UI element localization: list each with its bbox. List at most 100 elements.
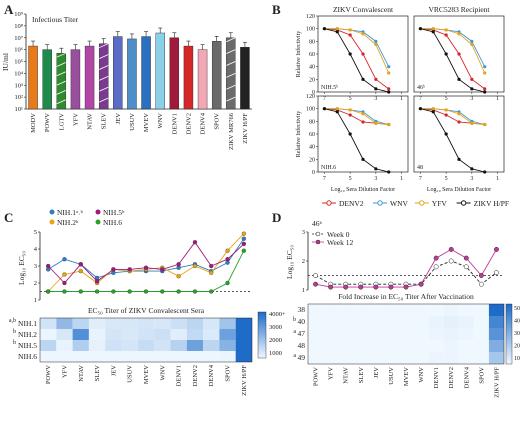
c-heat-cell (203, 318, 220, 329)
c-heat-col-label: SPOV (225, 365, 232, 382)
c-point (160, 267, 165, 272)
d-point (478, 281, 484, 287)
c-point (241, 231, 246, 236)
b-subtag: 46ᵇ (417, 85, 425, 91)
c-heat-row-label: NIH.6 (18, 352, 37, 361)
a-bar-hatch (99, 43, 109, 49)
c-point (143, 289, 149, 294)
b-point (444, 113, 448, 117)
d-heat-cell (353, 352, 369, 364)
b-legend-marker (377, 200, 383, 206)
b-xtick-label: 5 (349, 176, 352, 182)
b-point (457, 52, 461, 56)
c-series-line (47, 233, 245, 292)
c-heat-cell (72, 340, 89, 351)
b-legend-label: WNV (390, 199, 408, 208)
b-point (387, 71, 391, 75)
d-heat-cell (443, 328, 459, 340)
d-heat-cell (473, 340, 489, 352)
d-heat-cell (458, 328, 474, 340)
c-heat-cell (88, 318, 106, 329)
c-ytick-label: 4 (34, 246, 38, 253)
a-xtick-label: MODV (30, 113, 37, 133)
b-xtick-label: 3 (470, 176, 473, 182)
d-point (448, 258, 454, 264)
c-heat-frame (39, 317, 253, 363)
a-bar-hatch (226, 84, 236, 90)
b-series-line (324, 28, 390, 67)
d-point (494, 246, 499, 252)
d-heat-cell (383, 340, 399, 352)
b-xtick-label: 5 (445, 96, 448, 102)
c-heat-cell (235, 318, 252, 329)
c-point (78, 289, 83, 294)
b-point (374, 42, 378, 47)
c-heat-cell (105, 351, 122, 362)
c-point (225, 280, 230, 286)
b-point (457, 32, 461, 36)
c-point (94, 289, 100, 294)
b-series-line (420, 28, 486, 74)
b-subplot-frame (413, 15, 505, 93)
b-point (483, 71, 487, 75)
c-heat-col-label: NTAV (78, 365, 85, 382)
c-heat-cell (186, 318, 204, 329)
d-colorbar-label: 30 (514, 331, 520, 337)
c-point (62, 257, 67, 262)
a-xtick-label: DENV1 (171, 113, 178, 134)
b-point (483, 65, 487, 69)
a-bar-hatch (56, 80, 66, 86)
d-point (463, 255, 469, 261)
b-xtick-label: 3 (374, 176, 377, 182)
d-heat-cell (488, 304, 504, 316)
b-point (335, 110, 339, 114)
c-colorbar-label: 2000 (269, 337, 282, 344)
a-bar-hatch (226, 49, 236, 54)
d-heat-cell (338, 328, 354, 340)
d-heat-cell (398, 316, 414, 328)
b-legend-label: DENV2 (339, 199, 364, 208)
b-xtick-label: 1 (496, 96, 499, 102)
c-heat-cell (154, 318, 171, 329)
d-heat-cell (308, 352, 324, 364)
b-ytick-label: 20 (309, 77, 315, 83)
a-xtick-label: ZIKV H/PF (242, 113, 249, 144)
c-heat-cell (203, 329, 220, 340)
b-point (387, 122, 391, 127)
b-point (348, 52, 352, 56)
d-heat-cell (488, 340, 504, 352)
c-legend-marker (95, 219, 101, 225)
c-legend-label: NIH.2ᵇ (57, 218, 79, 227)
a-ytick-label: 10⁴ (14, 70, 24, 77)
a-bar-hatch (226, 37, 236, 43)
panel-b-letter: B (272, 2, 281, 17)
d-heat-cell (488, 352, 504, 364)
b-ytick-label: 20 (309, 157, 315, 163)
c-point (160, 289, 165, 294)
d-heat-cell (458, 352, 474, 364)
c-colorbar-label: 4000+ (269, 311, 286, 318)
c-point (225, 248, 230, 253)
c-heat-cell (88, 329, 106, 340)
c-heat-row-mark: b (13, 329, 16, 335)
a-xtick-label: JEV (115, 113, 122, 125)
c-legend-marker (49, 209, 55, 215)
c-point (176, 274, 181, 279)
a-xtick-label: DENV4 (200, 112, 207, 134)
d-legend-marker (315, 231, 321, 237)
b-legend-marker (326, 200, 332, 206)
a-bar-hatch (56, 52, 66, 58)
a-bar-hatch (99, 86, 109, 92)
c-heat-cell (40, 318, 57, 329)
c-point (143, 265, 149, 270)
b-point (322, 27, 327, 31)
d-heat-cell (413, 304, 429, 316)
b-ytick-label: 0 (312, 90, 315, 96)
b-subtag: 48 (417, 165, 423, 171)
b-point (374, 87, 378, 91)
c-heat-cell (56, 340, 73, 351)
d-heat-cell (338, 316, 354, 328)
d-heat-cell (383, 304, 399, 316)
b-xtick-label: 7 (419, 176, 422, 182)
b-ytick-label: 80 (309, 39, 315, 45)
